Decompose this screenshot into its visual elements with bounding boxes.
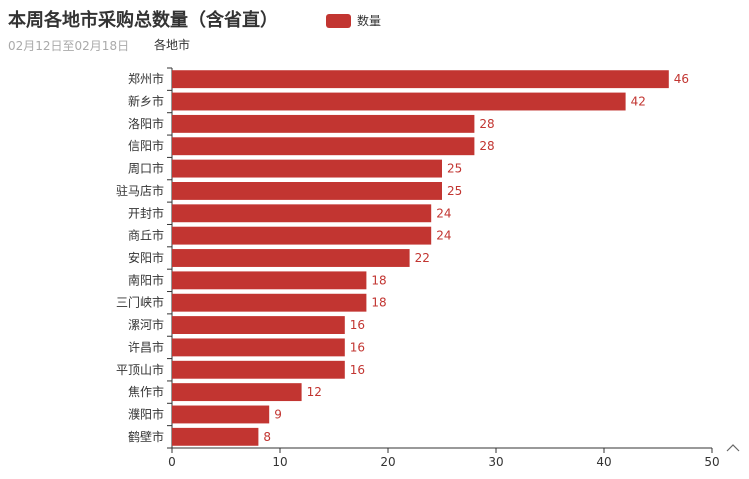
category-label: 许昌市 [128,339,164,354]
chart-subtitle: 02月12日至02月18日 [8,39,130,53]
category-label: 驻马店市 [116,183,164,198]
x-tick-label: 30 [488,455,503,469]
bar [172,92,626,111]
bar [172,316,345,334]
data-label: 12 [307,385,322,399]
data-label: 28 [479,139,494,153]
bar [172,383,302,402]
x-tick-label: 20 [380,455,395,469]
bar [172,70,669,89]
category-label: 新乡市 [128,94,164,109]
data-label: 42 [631,95,646,109]
data-label: 16 [350,363,365,377]
data-label: 24 [436,229,451,243]
x-tick-label: 10 [272,455,287,469]
y-axis-label: 各地市 [154,37,190,52]
bar [172,271,367,290]
x-tick-label: 40 [596,455,611,469]
category-label: 濮阳市 [128,406,164,421]
category-label: 信阳市 [128,138,164,153]
bar [172,293,367,312]
chevron-up-icon[interactable] [726,444,740,452]
data-label: 8 [263,430,271,444]
data-label: 16 [350,318,365,332]
data-label: 25 [447,162,462,176]
data-label: 18 [371,296,386,310]
category-label: 郑州市 [128,71,164,86]
category-label: 漯河市 [128,317,164,332]
legend[interactable]: 数量 [326,12,381,29]
category-label: 开封市 [128,205,164,220]
bar [172,226,432,245]
bar [172,204,432,223]
data-label: 16 [350,340,365,354]
data-label: 24 [436,206,451,220]
x-tick-label: 0 [168,455,176,469]
chart-title: 本周各地市采购总数量（含省直） [8,10,278,31]
bar [172,159,442,178]
category-label: 鹤壁市 [128,429,164,444]
bar [172,182,442,200]
category-label: 平顶山市 [116,362,164,377]
bar [172,249,410,267]
bar [172,427,259,446]
bar [172,137,475,156]
bar [172,405,270,424]
legend-swatch [326,13,351,28]
category-label: 焦作市 [128,384,164,399]
category-label: 三门峡市 [116,295,164,310]
bar [172,114,475,133]
category-label: 南阳市 [128,272,164,287]
bar [172,338,345,357]
data-label: 28 [479,117,494,131]
category-label: 洛阳市 [128,116,164,131]
category-label: 商丘市 [128,228,164,243]
legend-label: 数量 [357,14,382,28]
data-label: 18 [371,273,386,287]
data-label: 46 [674,72,689,86]
data-label: 22 [415,251,430,265]
category-label: 周口市 [128,161,164,176]
bar [172,360,345,379]
category-label: 安阳市 [128,250,164,265]
x-tick-label: 50 [704,455,719,469]
data-label: 9 [274,407,282,421]
data-label: 25 [447,184,462,198]
